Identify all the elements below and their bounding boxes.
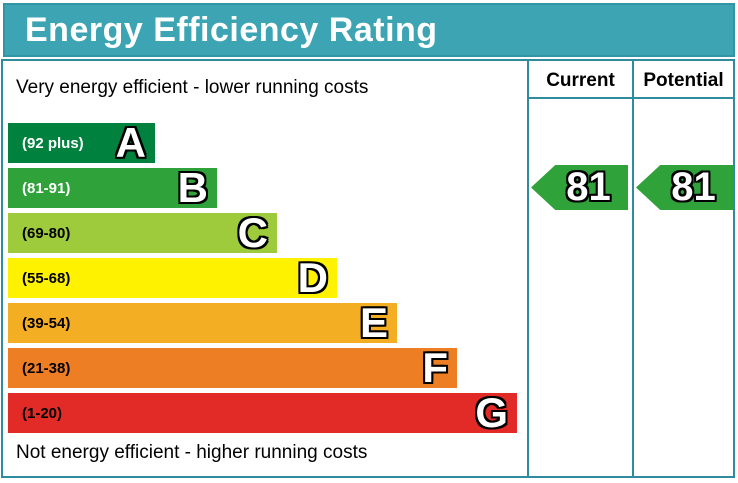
title-bar: Energy Efficiency Rating — [3, 3, 735, 57]
band-row-f: (21-38) F — [8, 344, 457, 391]
current-column-divider — [527, 61, 529, 476]
current-column-header: Current — [546, 70, 615, 91]
current-rating-value: 81 — [566, 165, 611, 209]
top-caption: Very energy efficient - lower running co… — [16, 77, 369, 98]
band-letter-a: A — [115, 119, 146, 166]
band-row-b: (81-91) B — [8, 164, 217, 211]
band-range-label-a: (92 plus) — [22, 134, 84, 152]
potential-column-header: Potential — [643, 70, 724, 91]
band-row-d: (55-68) D — [8, 254, 337, 301]
column-header-underline — [527, 97, 733, 99]
band-row-a: (92 plus) A — [8, 119, 155, 166]
band-letter-g: G — [475, 389, 508, 436]
band-range-label-g: (1-20) — [22, 404, 63, 422]
band-range-label-d: (55-68) — [22, 269, 71, 287]
band-row-e: (39-54) E — [8, 299, 397, 346]
band-letter-c: C — [237, 209, 268, 256]
potential-rating-arrow: 81 — [636, 165, 733, 210]
band-row-c: (69-80) C — [8, 209, 277, 256]
potential-column-divider — [632, 61, 634, 476]
chart-border-box: Current Potential Very energy efficient … — [1, 59, 735, 478]
bottom-caption: Not energy efficient - higher running co… — [16, 442, 368, 463]
band-letter-b: B — [177, 164, 208, 211]
band-row-g: (1-20) G — [8, 389, 517, 436]
band-letter-e: E — [359, 299, 388, 346]
current-rating-arrow: 81 — [531, 165, 628, 210]
band-range-label-b: (81-91) — [22, 179, 71, 197]
band-letter-f: F — [422, 344, 448, 391]
chart-title: Energy Efficiency Rating — [25, 10, 438, 49]
potential-rating-value: 81 — [671, 165, 716, 209]
band-range-label-f: (21-38) — [22, 359, 71, 377]
band-range-label-c: (69-80) — [22, 224, 71, 242]
band-range-label-e: (39-54) — [22, 314, 71, 332]
band-letter-d: D — [297, 254, 328, 301]
